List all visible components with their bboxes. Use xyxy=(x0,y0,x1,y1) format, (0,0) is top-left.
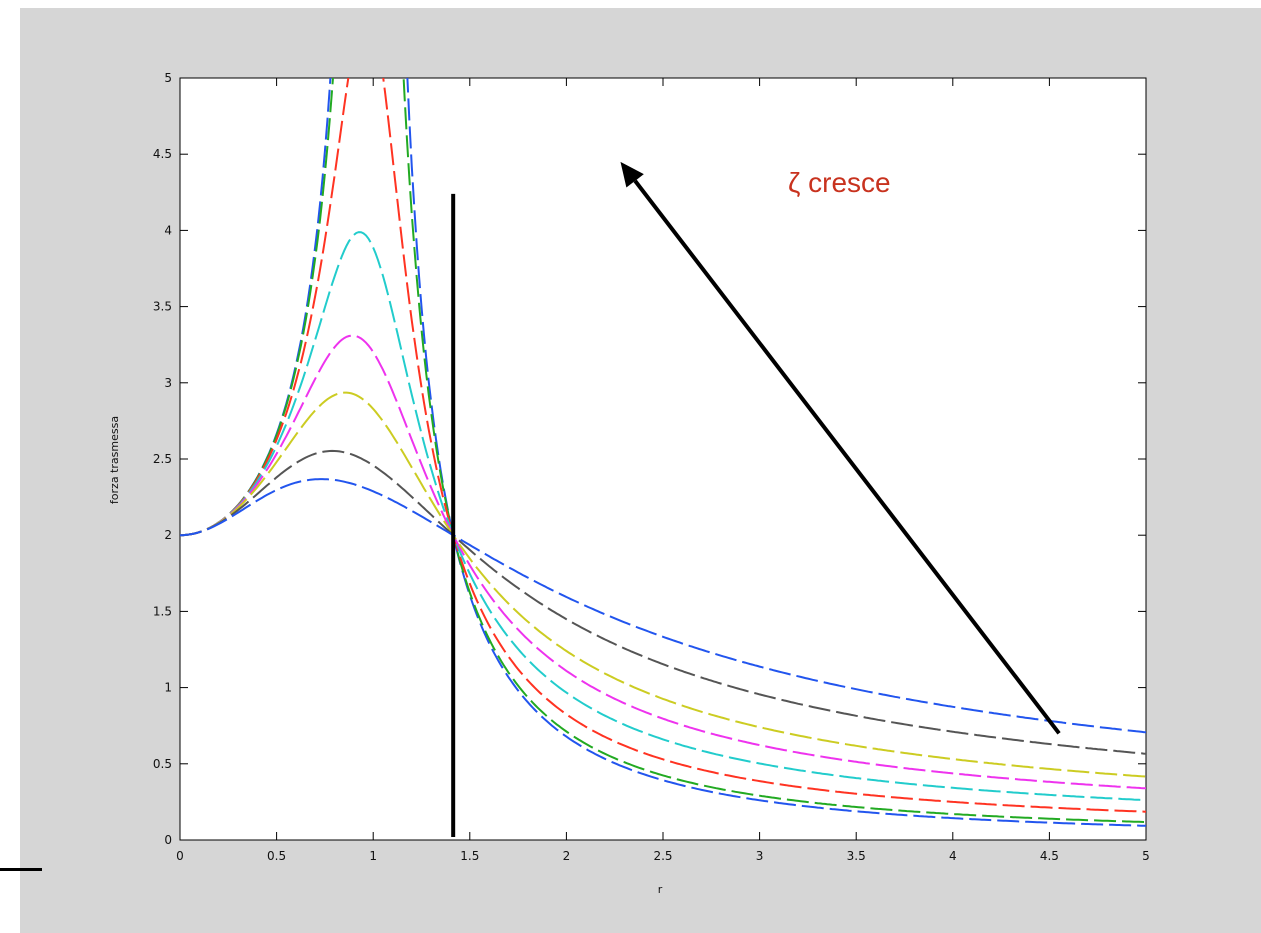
plot-area xyxy=(179,77,1147,841)
y-tick-label: 1.5 xyxy=(153,604,172,618)
y-tick-label: 4.5 xyxy=(153,147,172,161)
zeta-arrow xyxy=(633,179,1061,735)
x-tick-label: 1.5 xyxy=(460,849,479,863)
y-tick-label: 1 xyxy=(164,681,172,695)
x-tick-label: 3.5 xyxy=(847,849,866,863)
zeta-arrow-head xyxy=(620,161,644,188)
y-tick-label: 2 xyxy=(164,528,172,542)
series-line xyxy=(180,449,1146,755)
slide-rule-line xyxy=(0,868,42,871)
x-tick-label: 0.5 xyxy=(267,849,286,863)
x-tick-label: 0 xyxy=(176,849,184,863)
y-tick-labels: 0 0.5 1 1.5 2 2.5 3 3.5 4 4.5 5 xyxy=(153,71,172,847)
series-group xyxy=(180,78,1146,827)
x-tick-label: 3 xyxy=(756,849,764,863)
y-tick-label: 3.5 xyxy=(153,300,172,314)
y-tick-label: 3 xyxy=(164,376,172,390)
y-tick-label: 0 xyxy=(164,833,172,847)
series-line xyxy=(180,78,1146,813)
y-tick-label: 5 xyxy=(164,71,172,85)
x-tick-label: 1 xyxy=(369,849,377,863)
x-tick-label: 4 xyxy=(949,849,957,863)
zeta-annotation: ζ cresce xyxy=(788,167,891,198)
y-axis-label: forza trasmessa xyxy=(108,416,121,504)
series-line xyxy=(180,391,1146,778)
series-line xyxy=(180,231,1146,802)
y-tick-label: 2.5 xyxy=(153,452,172,466)
series-line xyxy=(180,478,1146,734)
y-tick-label: 0.5 xyxy=(153,757,172,771)
series-line xyxy=(180,78,1146,824)
y-tick-label: 4 xyxy=(164,223,172,237)
x-tick-label: 4.5 xyxy=(1040,849,1059,863)
x-tick-label: 5 xyxy=(1142,849,1150,863)
series-line xyxy=(180,78,1146,827)
x-tick-label: 2 xyxy=(563,849,571,863)
x-axis-label: r xyxy=(658,883,663,896)
series-line xyxy=(180,334,1146,790)
axis-ticks xyxy=(179,77,1147,841)
x-tick-labels: 0 0.5 1 1.5 2 2.5 3 3.5 4 4.5 5 xyxy=(176,849,1150,863)
x-tick-label: 2.5 xyxy=(653,849,672,863)
annotation-group: ζ cresce xyxy=(620,161,1061,735)
